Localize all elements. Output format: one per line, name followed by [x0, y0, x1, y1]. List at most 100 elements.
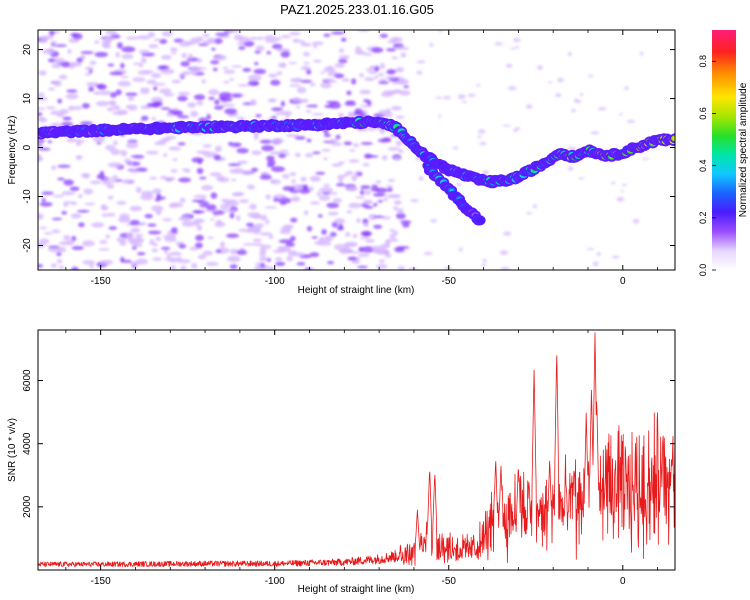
noise-speckle — [359, 236, 371, 240]
noise-speckle — [334, 62, 345, 68]
noise-speckle — [149, 176, 158, 180]
noise-speckle — [129, 219, 140, 226]
noise-speckle — [271, 43, 283, 50]
noise-speckle — [226, 233, 240, 238]
spectrogram-x-axis-label: Height of straight line (km) — [298, 285, 415, 296]
colorbar-gradient — [712, 30, 736, 270]
noise-speckle — [319, 237, 324, 242]
spectrogram-panel: -150 -100 -50 0 20 10 0 -10 -20 Height of strai… — [7, 29, 676, 296]
noise-speckle — [382, 155, 388, 161]
noise-speckle — [225, 30, 240, 33]
noise-speckle — [365, 68, 372, 72]
noise-speckle — [280, 100, 285, 107]
noise-speckle — [382, 216, 391, 220]
noise-speckle — [125, 105, 133, 109]
noise-speckle — [78, 194, 83, 199]
noise-speckle — [105, 144, 116, 151]
noise-speckle — [619, 112, 623, 116]
noise-speckle — [410, 199, 419, 202]
noise-speckle — [621, 183, 628, 187]
noise-speckle — [304, 210, 309, 216]
noise-speckle — [336, 183, 346, 187]
noise-speckle — [408, 267, 417, 270]
ridge-group — [38, 115, 675, 226]
noise-speckle — [242, 243, 257, 246]
noise-speckle — [220, 97, 233, 102]
noise-speckle — [51, 229, 61, 234]
noise-speckle — [373, 113, 386, 118]
noise-speckle — [201, 79, 206, 84]
noise-speckle — [391, 105, 402, 111]
noise-speckle — [52, 194, 64, 198]
noise-speckle — [372, 215, 385, 219]
noise-speckle — [193, 67, 207, 70]
noise-speckle — [137, 35, 151, 40]
noise-speckle — [61, 191, 76, 196]
noise-speckle — [209, 172, 222, 177]
noise-speckle — [177, 115, 190, 119]
noise-speckle — [63, 179, 74, 186]
noise-speckle — [121, 46, 136, 53]
noise-speckle — [376, 264, 388, 269]
noise-speckle — [236, 249, 248, 255]
noise-speckle — [344, 102, 357, 106]
noise-speckle — [120, 256, 125, 263]
noise-speckle — [394, 246, 405, 253]
noise-speckle — [500, 266, 510, 270]
noise-speckle — [116, 236, 127, 243]
noise-speckle — [266, 51, 271, 55]
noise-speckle — [91, 222, 105, 228]
noise-speckle — [375, 180, 382, 184]
noise-speckle — [303, 52, 310, 57]
noise-speckle — [396, 208, 404, 214]
noise-speckle — [330, 142, 343, 147]
noise-speckle — [105, 30, 118, 35]
noise-speckle — [62, 116, 72, 121]
noise-speckle — [125, 92, 138, 97]
noise-speckle — [181, 220, 196, 227]
noise-speckle — [121, 53, 134, 60]
noise-speckle — [294, 152, 301, 158]
noise-speckle — [202, 33, 210, 38]
noise-speckle — [172, 158, 178, 161]
noise-speckle — [223, 209, 237, 213]
noise-speckle — [326, 65, 334, 70]
noise-speckle — [338, 249, 345, 252]
noise-speckle — [99, 90, 112, 96]
noise-speckle — [159, 88, 172, 94]
noise-speckle — [352, 233, 358, 239]
noise-speckle — [66, 89, 78, 93]
noise-speckle — [119, 213, 130, 220]
noise-speckle — [312, 151, 321, 155]
noise-speckle — [191, 157, 204, 163]
noise-speckle — [514, 127, 521, 131]
noise-speckle — [65, 93, 79, 100]
noise-speckle — [241, 170, 254, 175]
noise-speckle — [197, 254, 207, 260]
noise-speckle — [115, 179, 123, 182]
noise-speckle — [311, 41, 324, 46]
noise-speckle — [135, 186, 142, 194]
noise-speckle — [338, 55, 351, 60]
noise-speckle — [326, 100, 340, 104]
noise-speckle — [94, 40, 100, 44]
noise-speckle — [337, 174, 345, 181]
x-tick-label: -50 — [442, 276, 457, 287]
noise-speckle — [140, 57, 147, 64]
noise-speckle — [212, 67, 218, 72]
noise-speckle — [154, 141, 167, 146]
noise-speckle — [384, 241, 391, 248]
noise-speckle — [177, 259, 191, 264]
noise-speckle — [238, 36, 250, 43]
noise-speckle — [391, 56, 398, 60]
noise-speckle — [153, 38, 161, 42]
noise-speckle — [109, 92, 117, 98]
noise-speckle — [571, 108, 576, 113]
noise-speckle — [168, 146, 181, 151]
noise-speckle — [252, 82, 260, 86]
noise-speckle — [100, 204, 107, 210]
noise-speckle — [48, 87, 55, 91]
noise-speckle — [164, 236, 177, 243]
noise-speckle — [75, 141, 82, 146]
